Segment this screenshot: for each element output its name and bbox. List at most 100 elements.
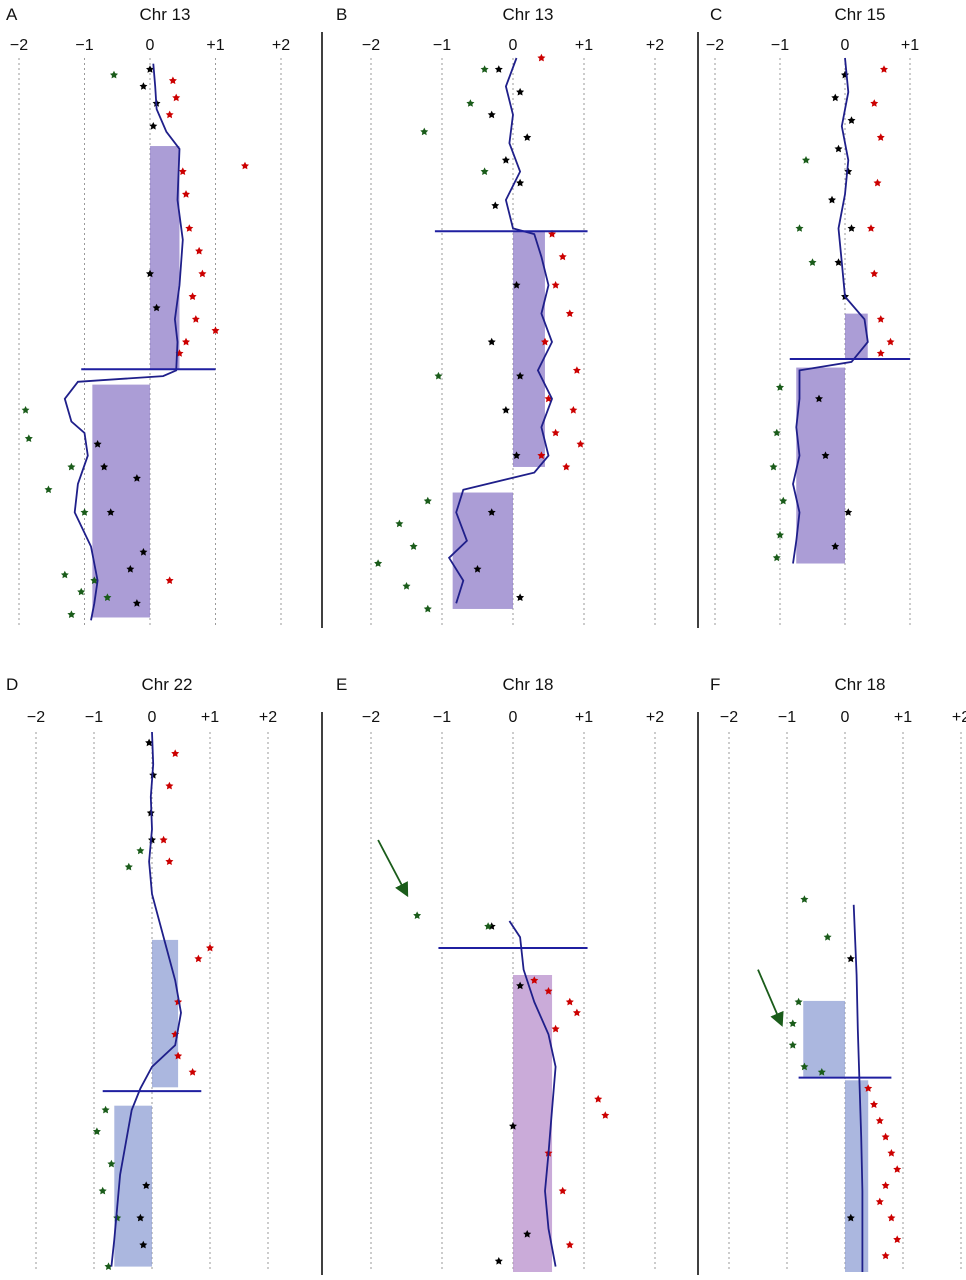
data-point — [847, 224, 856, 232]
data-point — [881, 1132, 890, 1141]
data-point — [887, 1213, 896, 1222]
tick-label: −1 — [433, 709, 451, 726]
data-point — [484, 922, 493, 930]
data-point — [494, 65, 503, 73]
data-point — [516, 87, 525, 96]
data-point — [491, 201, 500, 210]
data-point — [206, 943, 214, 952]
tick-label: +1 — [901, 37, 919, 54]
data-point — [67, 610, 76, 618]
segment-rect — [150, 146, 180, 370]
tick-label: +1 — [575, 37, 593, 54]
data-point — [841, 70, 849, 79]
data-point — [823, 933, 832, 941]
tick-label: +1 — [201, 709, 219, 726]
data-point — [146, 65, 154, 73]
chart-title: Chr 18 — [834, 675, 885, 694]
data-point — [562, 462, 571, 471]
segment-rect — [803, 1000, 845, 1077]
data-point — [800, 895, 809, 903]
data-point — [870, 269, 879, 278]
data-point — [487, 110, 496, 119]
data-point — [423, 604, 432, 613]
data-point — [870, 1100, 878, 1108]
data-point — [875, 1116, 884, 1125]
data-point — [512, 281, 521, 289]
panel-e: E Chr 18 −2 −1 0 +1 +2 — [336, 675, 664, 1272]
data-point — [188, 292, 197, 300]
tick-label: −2 — [362, 37, 380, 54]
segment-rect — [152, 939, 179, 1088]
panel-label: C — [710, 5, 722, 24]
data-point — [551, 1024, 560, 1033]
chart-title: Chr 15 — [834, 5, 885, 24]
data-point — [572, 366, 581, 374]
data-point — [487, 508, 496, 516]
data-point — [182, 337, 190, 346]
tick-label: +2 — [259, 709, 277, 726]
data-point — [844, 508, 853, 516]
segment-rect — [452, 492, 513, 609]
panel-label: E — [336, 675, 347, 694]
data-point — [159, 835, 168, 844]
data-point — [516, 593, 525, 601]
chart-title: Chr 13 — [139, 5, 190, 24]
data-point — [601, 1111, 610, 1119]
tick-label: 0 — [509, 37, 518, 54]
data-point — [409, 542, 418, 550]
data-point — [541, 337, 549, 346]
tick-label: −1 — [433, 37, 451, 54]
segment-rect — [513, 231, 545, 467]
data-point — [880, 65, 888, 73]
trend-line — [110, 731, 182, 1267]
data-point — [126, 565, 135, 573]
data-point — [516, 371, 525, 380]
arrow-icon — [377, 839, 409, 898]
data-point — [870, 99, 879, 107]
panel-label: D — [6, 675, 18, 694]
data-point — [831, 93, 840, 102]
data-point — [152, 303, 161, 312]
data-point — [828, 195, 836, 204]
tick-label: −2 — [10, 37, 28, 54]
data-point — [815, 394, 823, 403]
data-point — [834, 144, 843, 153]
data-point — [124, 862, 133, 871]
data-point — [544, 987, 553, 995]
data-point — [808, 258, 817, 266]
tick-label: −2 — [362, 709, 380, 726]
data-point — [537, 451, 546, 459]
data-point — [395, 519, 404, 528]
tick-label: +2 — [272, 37, 290, 54]
segment-rect — [92, 384, 150, 618]
data-point — [77, 587, 86, 596]
data-point — [551, 428, 560, 437]
tick-label: +2 — [952, 709, 966, 726]
data-point — [886, 337, 895, 346]
data-point — [146, 269, 154, 278]
data-point — [198, 269, 207, 278]
tick-label: −1 — [75, 37, 93, 54]
data-point — [480, 167, 489, 175]
data-point — [776, 383, 784, 391]
chart-title: Chr 13 — [502, 5, 553, 24]
tick-label: 0 — [148, 709, 157, 726]
trend-line — [792, 57, 869, 564]
data-point — [104, 1262, 113, 1270]
tick-label: −1 — [85, 709, 103, 726]
trend-line — [447, 57, 553, 604]
data-point — [487, 337, 496, 346]
trend-line — [63, 63, 184, 621]
data-point — [178, 167, 187, 175]
data-point — [769, 462, 778, 471]
data-point — [873, 178, 882, 187]
data-point — [516, 178, 525, 187]
data-point — [145, 738, 154, 747]
arrow-icon — [757, 969, 784, 1027]
data-point — [139, 1240, 148, 1249]
panel-f: F Chr 18 −2 −1 0 +1 +2 — [710, 675, 966, 1272]
data-point — [776, 530, 784, 539]
data-point — [171, 749, 180, 757]
